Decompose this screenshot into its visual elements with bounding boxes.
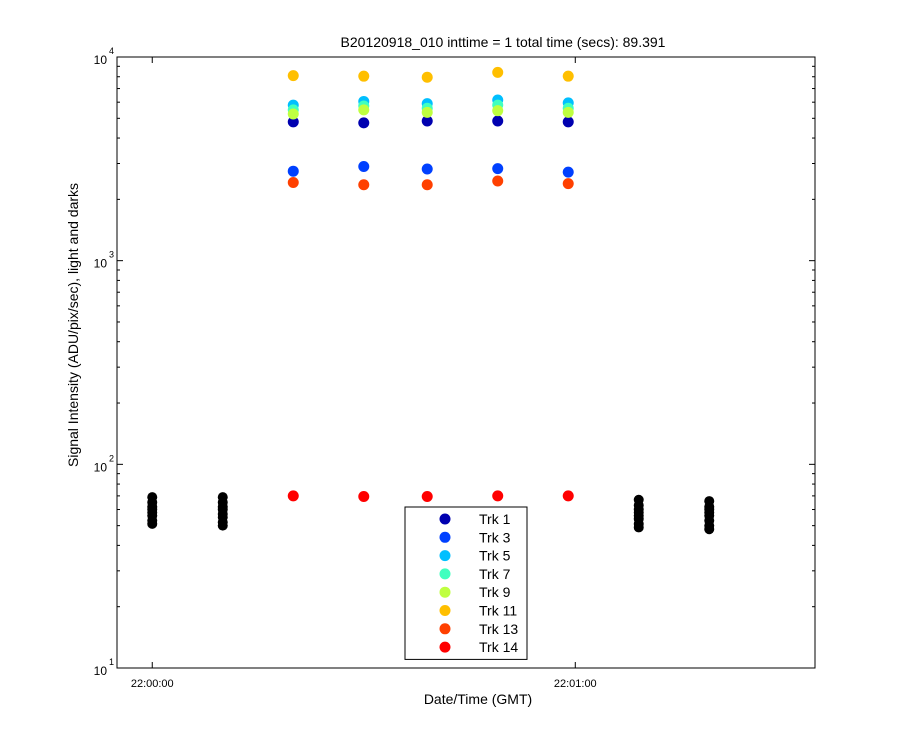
y-tick-exponent: 3 [109,250,114,260]
legend-label: Trk 9 [479,584,511,600]
x-axis-label: Date/Time (GMT) [424,691,532,707]
point-trk-11 [421,71,433,83]
point-trk-9 [562,106,574,118]
y-tick-label: 10 [94,257,108,271]
point-trk-14 [421,491,433,503]
y-tick-exponent: 4 [109,46,114,56]
point-trk-11 [358,70,370,82]
point-trk-13 [358,179,370,191]
legend-marker [439,513,451,525]
point-trk-14 [492,490,504,502]
point-trk-14 [287,490,299,502]
legend-label: Trk 3 [479,529,511,545]
legend-marker [439,550,451,562]
dark-point [147,518,158,529]
legend-label: Trk 1 [479,511,511,527]
dark-point [217,520,228,531]
point-trk-1 [358,117,370,129]
point-trk-3 [492,163,504,175]
point-trk-11 [492,66,504,78]
point-trk-14 [358,491,370,503]
legend-label: Trk 11 [479,603,517,619]
legend-marker [439,531,451,543]
point-trk-3 [562,166,574,178]
point-trk-9 [421,106,433,118]
point-trk-1 [562,116,574,128]
point-trk-11 [562,70,574,82]
point-trk-9 [287,108,299,120]
dark-point [633,522,644,533]
point-trk-13 [562,178,574,190]
point-trk-11 [287,70,299,82]
legend-box [404,506,528,660]
point-trk-1 [287,116,299,128]
y-tick-exponent: 1 [109,657,114,667]
x-tick-label: 22:00:00 [131,678,174,690]
point-trk-13 [421,179,433,191]
point-trk-3 [421,163,433,175]
point-trk-9 [358,104,370,116]
point-trk-1 [492,115,504,127]
plot-frame [116,56,816,669]
legend-marker [439,605,451,616]
point-trk-3 [287,165,299,177]
y-tick-exponent: 2 [109,453,114,463]
point-trk-13 [287,176,299,188]
legend-marker [439,568,451,580]
point-trk-3 [358,160,370,172]
legend-label: Trk 14 [479,639,518,655]
legend-marker [439,586,451,598]
legend[interactable]: Trk 1 Trk 3 Trk 5 Trk 7 Trk 9 Trk 11 Trk 13 Trk… [404,506,528,660]
y-tick-label: 10 [94,460,108,474]
legend-label: Trk 7 [479,566,511,582]
legend-label: Trk 13 [479,621,518,637]
point-trk-14 [562,490,574,502]
dark-point [704,524,715,535]
x-tick-label: 22:01:00 [554,678,597,690]
marks-layer [147,66,715,535]
point-trk-9 [492,105,504,117]
y-tick-label: 10 [94,53,108,67]
y-axis-label: Signal Intensity (ADU/pix/sec), light an… [65,183,81,467]
legend-marker [439,641,451,653]
point-trk-1 [421,115,433,127]
chart-title: B20120918_010 inttime = 1 total time (se… [341,34,666,50]
point-trk-13 [492,175,504,187]
legend-marker [439,623,451,635]
y-tick-label: 10 [94,664,108,678]
legend-label: Trk 5 [479,548,511,564]
